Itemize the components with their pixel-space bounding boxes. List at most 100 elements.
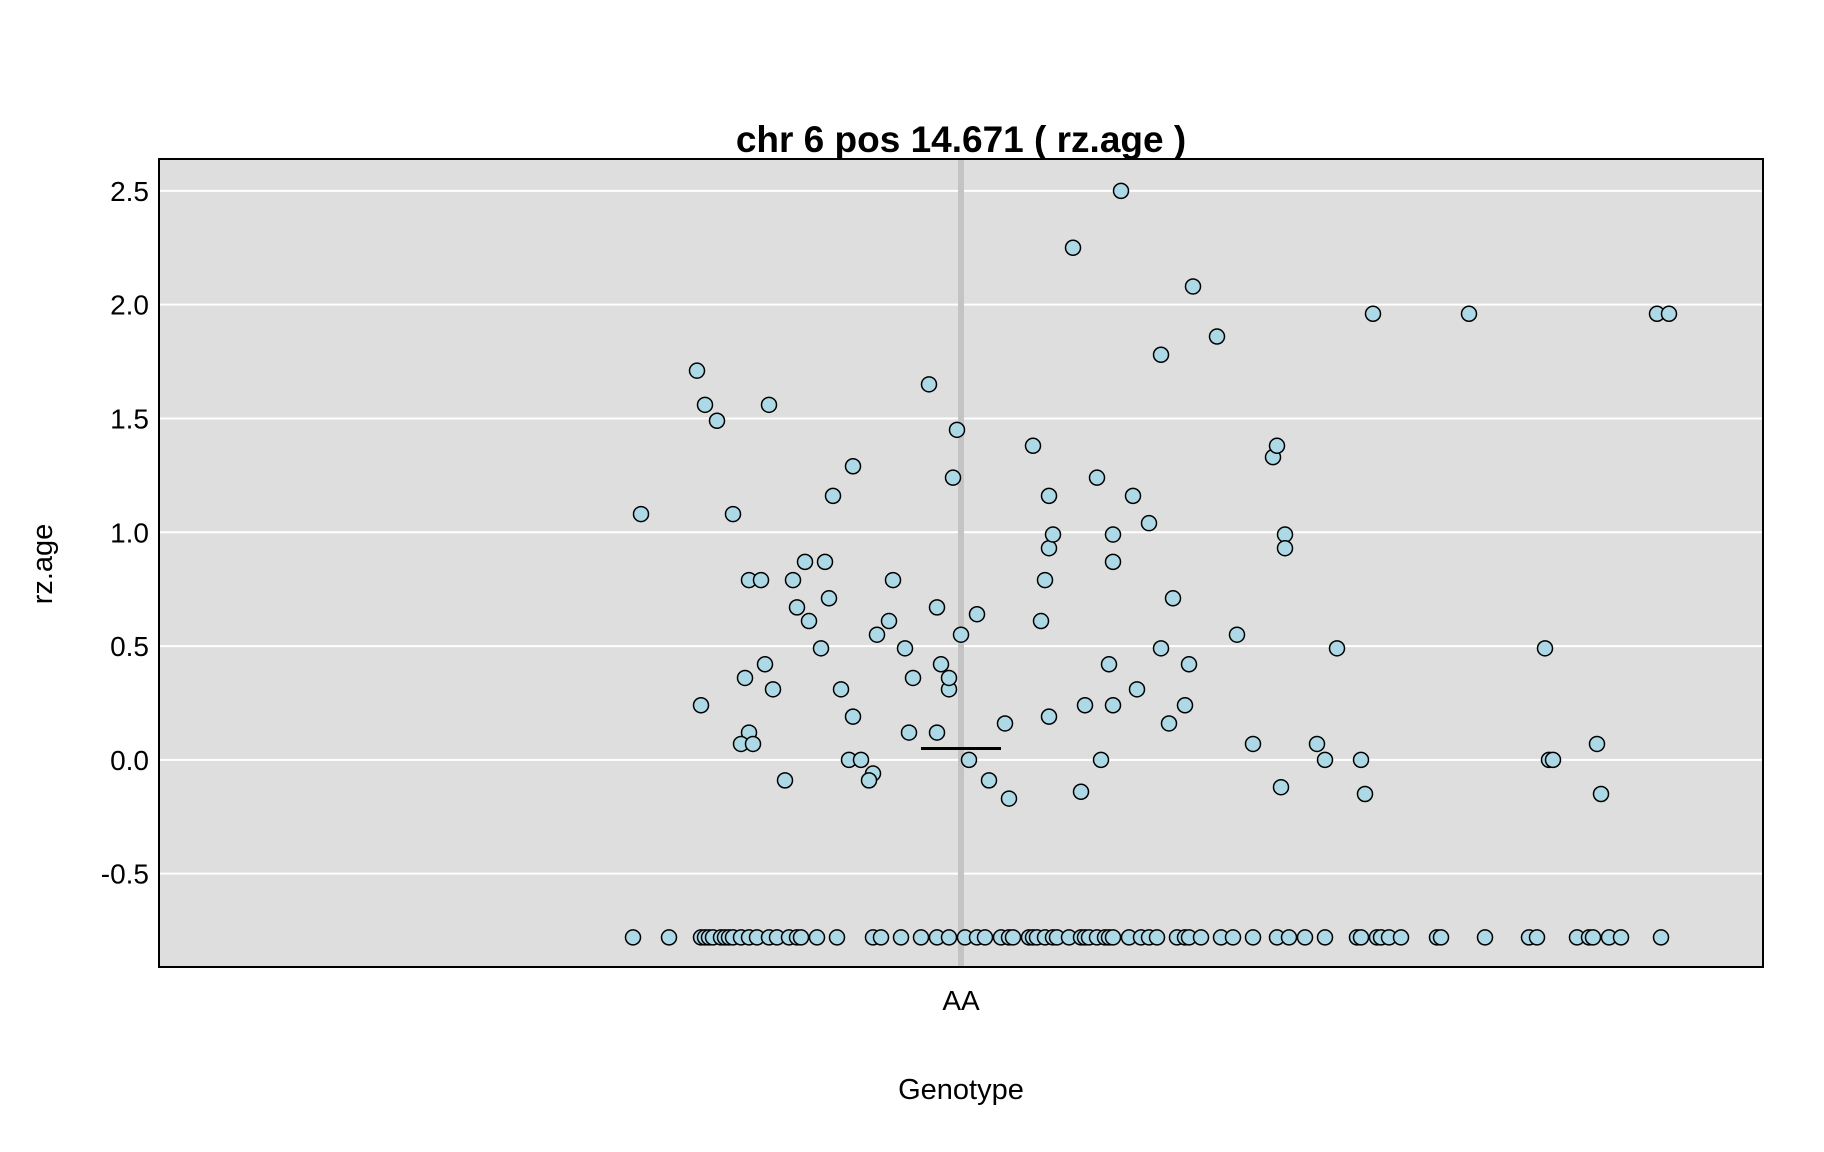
y-tick-label: 2.0	[110, 290, 149, 321]
data-point	[1612, 929, 1630, 946]
data-point	[688, 362, 706, 379]
data-point	[852, 751, 870, 769]
data-point	[1076, 697, 1094, 714]
data-point	[928, 599, 946, 616]
data-point	[824, 487, 842, 505]
category-center-line	[958, 159, 964, 967]
data-point	[844, 458, 862, 475]
y-tick-label: 0.0	[110, 745, 149, 776]
x-axis-label: Genotype	[898, 1074, 1024, 1106]
data-point	[1148, 929, 1166, 946]
data-point	[1040, 487, 1058, 505]
data-point	[920, 376, 938, 393]
data-point	[756, 656, 774, 673]
data-point	[788, 599, 806, 616]
data-point	[952, 626, 970, 643]
data-point	[1276, 526, 1294, 543]
data-point	[1244, 735, 1262, 753]
data-point	[940, 669, 958, 687]
data-point	[1004, 929, 1022, 946]
data-point	[808, 929, 826, 946]
data-point	[1356, 785, 1374, 803]
data-point	[1528, 929, 1546, 946]
data-point	[912, 929, 930, 946]
data-point	[1104, 929, 1122, 946]
data-point	[1276, 539, 1294, 557]
data-point	[776, 772, 794, 789]
data-point	[1180, 656, 1198, 673]
data-point	[1244, 929, 1262, 946]
data-point	[632, 505, 650, 523]
data-point	[1536, 640, 1554, 657]
data-point	[1104, 697, 1122, 714]
data-point	[904, 669, 922, 687]
data-point	[1660, 305, 1678, 323]
data-point	[968, 605, 986, 623]
data-point	[1100, 656, 1118, 673]
data-point	[1352, 751, 1370, 769]
data-point	[960, 751, 978, 769]
data-point	[784, 571, 802, 589]
data-point	[812, 640, 830, 657]
data-point	[944, 469, 962, 486]
y-axis-label: rz.age	[27, 524, 59, 605]
data-point	[1208, 328, 1226, 345]
data-point	[1088, 469, 1106, 486]
data-point	[1460, 305, 1478, 323]
data-point	[844, 708, 862, 725]
data-point	[980, 772, 998, 789]
data-point	[1268, 437, 1286, 455]
data-point	[1652, 929, 1670, 946]
data-point	[1176, 697, 1194, 714]
data-point	[1228, 626, 1246, 643]
data-point	[1280, 929, 1298, 946]
data-point	[1316, 751, 1334, 769]
data-point	[1308, 735, 1326, 753]
data-point	[660, 929, 678, 946]
data-point	[872, 929, 890, 946]
data-point	[1152, 346, 1170, 363]
data-point	[1112, 182, 1130, 200]
data-point	[624, 929, 642, 946]
data-point	[860, 772, 878, 789]
data-point	[816, 553, 834, 571]
y-tick-label: 0.5	[110, 631, 149, 662]
data-point	[1392, 929, 1410, 946]
x-axis-ticks: AA	[942, 985, 980, 1016]
data-points	[624, 182, 1678, 946]
data-point	[1432, 929, 1450, 946]
data-point	[1544, 751, 1562, 769]
data-point	[1184, 278, 1202, 295]
data-point	[1584, 929, 1602, 946]
data-point	[832, 681, 850, 698]
data-point	[792, 929, 810, 946]
data-point	[1036, 571, 1054, 589]
data-point	[708, 412, 726, 429]
data-point	[1224, 929, 1242, 946]
data-point	[724, 505, 742, 523]
data-point	[1328, 640, 1346, 657]
data-point	[1040, 539, 1058, 557]
y-axis-ticks: 2.5 2.0 1.5 1.0 0.5 0.0 -0.5	[101, 176, 149, 890]
data-point	[1124, 487, 1142, 505]
y-tick-label: 1.0	[110, 517, 149, 548]
data-point	[796, 553, 814, 571]
data-point	[1296, 929, 1314, 946]
data-point	[880, 612, 898, 630]
data-point	[1072, 783, 1090, 800]
data-point	[996, 715, 1014, 732]
data-point	[1128, 681, 1146, 698]
data-point	[1192, 929, 1210, 946]
data-point	[1160, 715, 1178, 732]
data-point	[764, 681, 782, 698]
data-point	[1000, 790, 1018, 807]
y-tick-label: 2.5	[110, 176, 149, 207]
data-point	[736, 669, 754, 687]
data-point	[696, 396, 714, 414]
data-point	[1140, 514, 1158, 532]
data-point	[744, 735, 762, 753]
data-point	[868, 626, 886, 643]
data-point	[1316, 929, 1334, 946]
data-point	[1352, 929, 1370, 946]
